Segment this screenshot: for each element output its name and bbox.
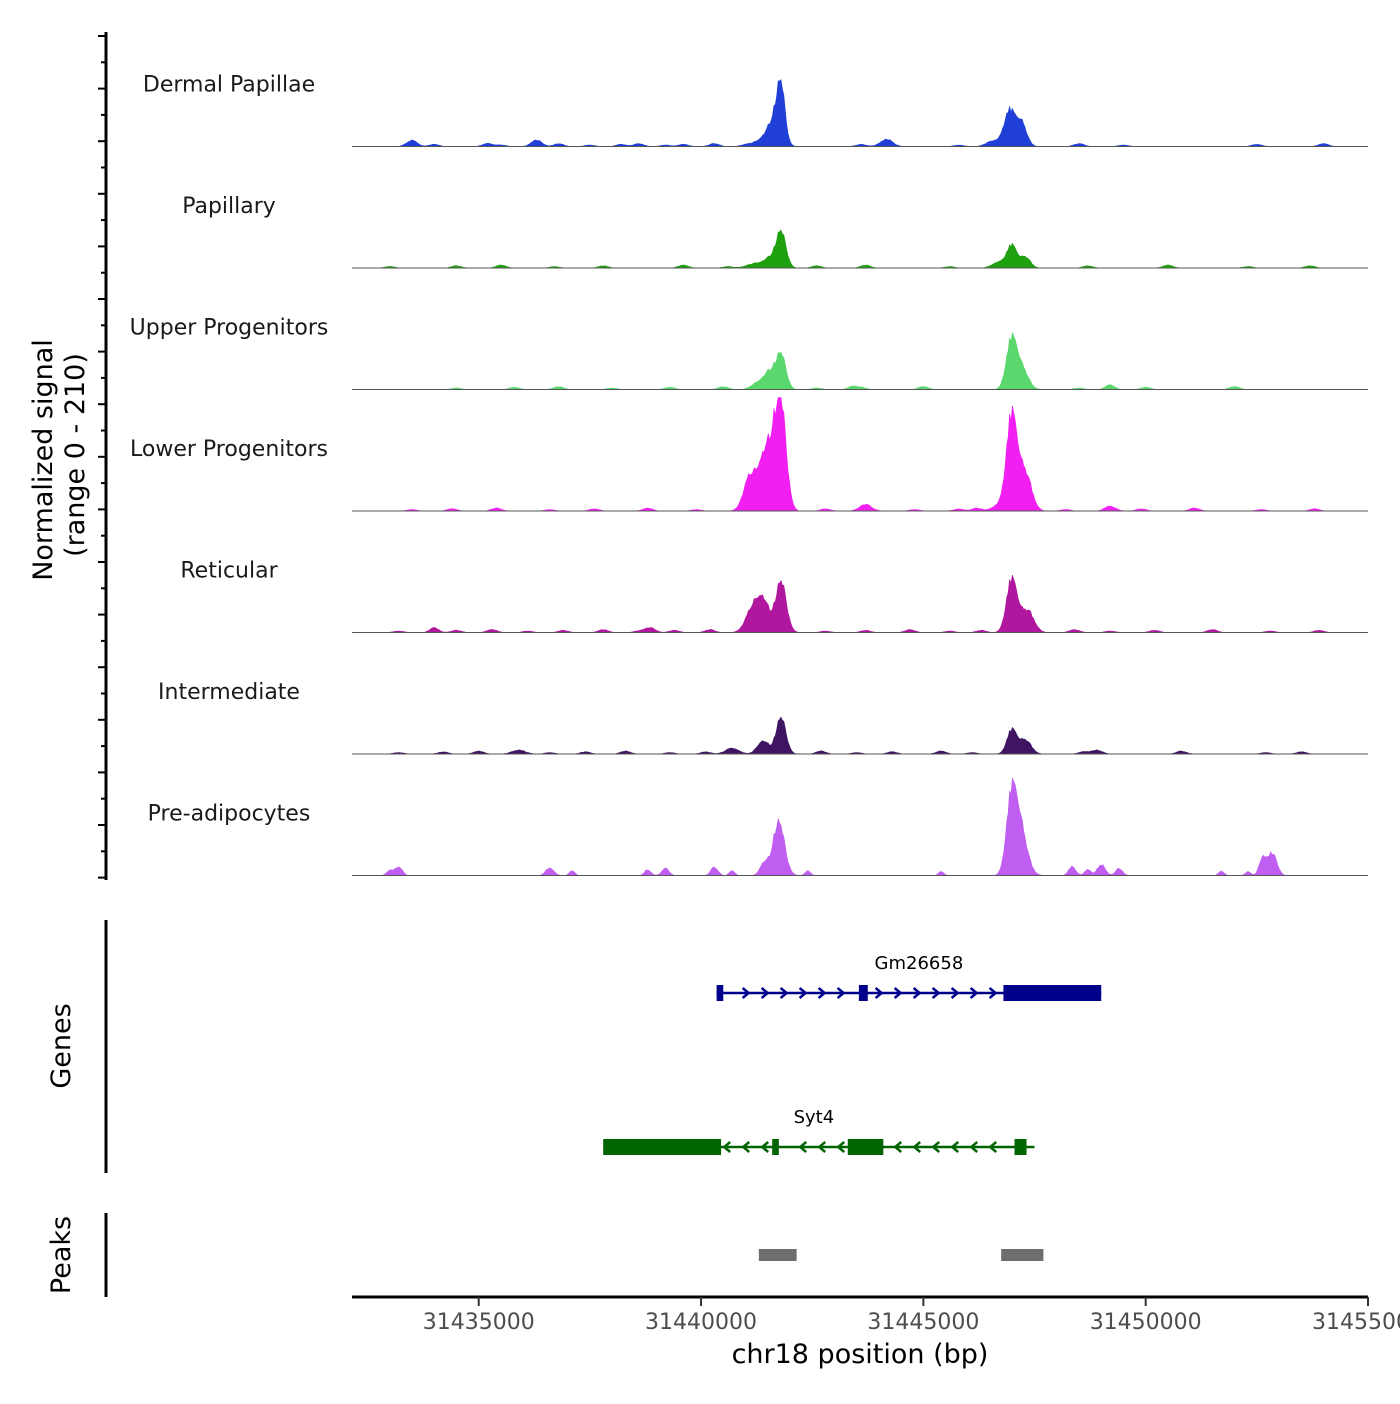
track-signal-area <box>352 229 1368 269</box>
track-pre-adipocytes: Pre-adipocytes <box>148 777 1368 876</box>
strand-chevron <box>893 987 903 999</box>
coverage-tracks: Dermal Papillae Papillary Upper Progenitor… <box>130 73 1368 876</box>
track-papillary: Papillary <box>182 194 1368 269</box>
strand-chevron <box>988 987 998 999</box>
strand-chevron <box>741 1141 751 1153</box>
x-axis-tick-label: 31455000 <box>1312 1310 1400 1335</box>
track-lower-progenitors: Lower Progenitors <box>130 397 1368 512</box>
track-label: Papillary <box>182 194 276 219</box>
x-axis-title: chr18 position (bp) <box>732 1339 989 1370</box>
y-axis-title-line1: Normalized signal <box>28 339 59 581</box>
strand-chevron <box>874 987 884 999</box>
track-intermediate: Intermediate <box>158 680 1368 755</box>
strand-chevron <box>969 987 979 999</box>
peak-region <box>1001 1249 1044 1261</box>
strand-chevron <box>893 1141 903 1153</box>
peak-regions <box>758 1249 1044 1261</box>
strand-chevron <box>988 1141 998 1153</box>
gene-label: Syt4 <box>794 1107 835 1128</box>
track-signal-area <box>352 79 1368 147</box>
track-label: Lower Progenitors <box>130 437 328 462</box>
strand-chevron <box>779 987 789 999</box>
gene-exon <box>1014 1139 1027 1155</box>
strand-chevron <box>817 1141 827 1153</box>
gene-label: Gm26658 <box>875 953 964 974</box>
gene-exon <box>1003 985 1102 1001</box>
track-signal-area <box>352 574 1368 633</box>
gene-exon <box>716 985 724 1001</box>
gene-exon <box>772 1139 779 1155</box>
track-signal-area <box>352 397 1368 512</box>
strand-chevron <box>798 1141 808 1153</box>
x-axis-tick-label: 31445000 <box>867 1310 979 1335</box>
track-dermal-papillae: Dermal Papillae <box>143 73 1368 147</box>
gene-exon <box>603 1139 722 1155</box>
gene-syt4: Syt4 <box>603 1107 1035 1155</box>
track-label: Upper Progenitors <box>130 316 329 341</box>
track-signal-area <box>352 777 1368 876</box>
strand-chevron <box>760 1141 770 1153</box>
strand-chevron <box>798 987 808 999</box>
x-axis-tick-label: 31440000 <box>645 1310 757 1335</box>
y-axis-title-line2: (range 0 - 210) <box>60 353 91 557</box>
coverage-y-ticks <box>98 35 106 879</box>
strand-chevron <box>760 987 770 999</box>
gene-exon <box>847 1139 884 1155</box>
strand-chevron <box>969 1141 979 1153</box>
strand-chevron <box>836 1141 846 1153</box>
track-label: Reticular <box>180 559 278 584</box>
strand-chevron <box>950 987 960 999</box>
peaks-panel-label: Peaks <box>46 1216 77 1294</box>
strand-chevron <box>950 1141 960 1153</box>
track-label: Dermal Papillae <box>143 73 315 98</box>
peak-region <box>758 1249 797 1261</box>
track-label: Intermediate <box>158 680 300 705</box>
genes-panel-label: Genes <box>46 1003 77 1088</box>
strand-chevron <box>836 987 846 999</box>
track-signal-area <box>352 331 1368 390</box>
strand-chevron <box>912 1141 922 1153</box>
x-axis-tick-label: 31450000 <box>1090 1310 1202 1335</box>
x-axis-ticks: 31435000 31440000 31445000 31450000 31455000 <box>423 1297 1400 1335</box>
track-signal-area <box>352 716 1368 755</box>
gene-annotations: Gm26658 Syt4 <box>603 953 1102 1155</box>
track-reticular: Reticular <box>180 559 1368 633</box>
track-upper-progenitors: Upper Progenitors <box>130 316 1368 390</box>
strand-chevron <box>722 1141 732 1153</box>
strand-chevron <box>741 987 751 999</box>
x-axis-tick-label: 31435000 <box>423 1310 535 1335</box>
gene-exon <box>858 985 868 1001</box>
gene-gm26658: Gm26658 <box>716 953 1102 1001</box>
strand-chevron <box>912 987 922 999</box>
strand-chevron <box>931 987 941 999</box>
track-label: Pre-adipocytes <box>148 802 311 827</box>
strand-chevron <box>817 987 827 999</box>
strand-chevron <box>931 1141 941 1153</box>
